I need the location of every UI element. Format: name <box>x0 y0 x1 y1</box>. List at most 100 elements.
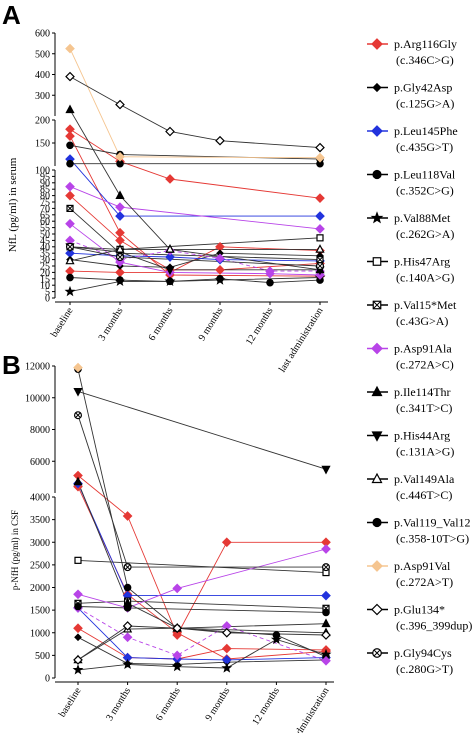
panel-a-data-point <box>115 211 125 221</box>
legend-sublabel: (c.125G>A) <box>396 97 454 111</box>
panel-b-y-tick-label: 500 <box>35 651 50 662</box>
panel-a-y-tick-label: 45 <box>40 236 50 247</box>
legend-marker <box>371 342 383 355</box>
panel-a-series-line <box>69 246 320 271</box>
panel-a-data-point <box>66 141 74 150</box>
legend-label: p.Glu134* <box>394 603 445 617</box>
panel-a-data-point <box>165 244 175 253</box>
panel-b-x-tick-label: baseline <box>57 685 84 719</box>
panel-b-y-tick-label: 1500 <box>30 606 50 617</box>
panel-b-series-line <box>77 481 327 629</box>
panel-b-data-point <box>321 544 331 554</box>
panel-a-y-tick-label: 30 <box>40 255 50 266</box>
panel-b-data-point <box>221 643 232 654</box>
panel-b-plot: 0 500 1000 1500 2000 2500 3000 3500 4000 6000 8000… <box>25 362 334 733</box>
panel-b-data-point <box>73 388 83 397</box>
panel-b-data-point <box>322 563 331 572</box>
panel-a-y-tick-label: 300 <box>35 91 50 102</box>
panel-a-data-point <box>65 190 75 201</box>
panel-a-data-point <box>315 211 325 221</box>
panel-b-data-point <box>72 664 84 675</box>
legend-label: p.Ile114Thr <box>394 385 451 399</box>
legend-marker <box>371 125 383 137</box>
panel-b-x-tick-label: 6 months <box>154 686 183 723</box>
panel-a-ylabel: NfL (pg/ml) in serum <box>7 157 19 252</box>
panel-b-data-point <box>172 583 183 594</box>
panel-a-data-point <box>65 242 74 251</box>
panel-a-y-tick-label: 95 <box>40 172 50 183</box>
panel-a-data-point <box>215 135 225 146</box>
panel-a-data-point <box>315 193 325 204</box>
panel-b-data-point <box>321 618 331 628</box>
panel-b-y-tick-label: 2500 <box>30 560 50 571</box>
panel-a-series-line <box>69 109 321 271</box>
panel-b-x-tick-label: 12 months <box>250 686 282 727</box>
panel-a-data-point <box>315 224 325 234</box>
panel-a-data-point <box>315 152 325 163</box>
panel-a-y-tick-label: 0 <box>45 294 50 305</box>
panel-b-y-tick-label: 3500 <box>30 515 50 526</box>
panel-b-x-tick-label: 9 months <box>203 686 232 723</box>
legend-sublabel: (c.280G>T) <box>396 662 453 676</box>
panel-a-series-line <box>69 128 321 199</box>
panel-a-series-line <box>69 248 320 262</box>
panel-a-series-line <box>69 76 321 149</box>
panel-b-ylabel: p-NfH (pg/ml) in CSF <box>10 510 20 590</box>
panel-a-y-tick-label: 50 <box>40 230 50 241</box>
panel-b-data-point <box>321 630 331 640</box>
legend-label: p.Val119_Val12 <box>394 516 471 530</box>
legend-marker <box>371 603 383 616</box>
panel-b-data-point <box>172 650 183 661</box>
panel-a-y-tick-label: 75 <box>40 198 50 209</box>
panel-a-data-point <box>115 253 124 262</box>
legend-sublabel: (c.358-10T>G) <box>396 532 469 546</box>
panel-b-series-line <box>77 415 326 568</box>
panel-a-y-tick-label: 150 <box>35 139 50 150</box>
legend-sublabel: (c.341T>C) <box>396 401 452 415</box>
panel-a-x-tick-label: 6 months <box>147 306 176 343</box>
panel-b-data-point <box>321 465 331 475</box>
panel-b-data-point <box>122 658 134 670</box>
panel-a-data-point <box>65 43 75 54</box>
panel-a-x-tick-label: baseline <box>49 305 76 339</box>
legend-label: p.Val88Met <box>394 211 451 225</box>
panel-a-data-point <box>316 262 325 271</box>
panel-b-data-point <box>73 362 83 373</box>
panel-a-data-point <box>164 275 176 286</box>
panel-a-y-tick-label: 35 <box>40 249 50 260</box>
panel-b-series-line <box>77 639 327 671</box>
legend-label: p.Gly42Asp <box>394 81 452 95</box>
legend-marker <box>371 385 383 397</box>
panel-b-data-point <box>123 583 132 592</box>
panel-a-letter: A <box>2 0 21 30</box>
panel-a-data-point <box>66 273 74 282</box>
legend-sublabel: (c.435G>T) <box>396 140 453 154</box>
panel-a-series-line <box>69 277 321 284</box>
panel-b-series-line <box>77 483 326 597</box>
panel-a-plot: 0510152025303540455055606570758085909510… <box>35 29 328 374</box>
panel-b-x-tick-label: last administration <box>283 686 332 733</box>
panel-b-series-line <box>77 548 327 609</box>
legend-sublabel: (c.396_399dup) <box>396 619 472 633</box>
panel-a-y-tick-label: 10 <box>40 281 50 292</box>
legend-label: p.Val15*Met <box>394 298 457 312</box>
panel-b-series-line <box>77 627 327 661</box>
panel-b-y-tick-label: 2000 <box>30 583 50 594</box>
panel-a-data-point <box>115 190 125 199</box>
legend-sublabel: (c.272A>T) <box>396 575 453 589</box>
legend-sublabel: (c.352C>G) <box>396 184 454 198</box>
legend-label: p.His44Arg <box>394 429 450 443</box>
panel-b-y-tick-label: 4000 <box>30 493 50 504</box>
panel-a-series-line <box>69 48 321 159</box>
panel-b-series-line <box>77 559 327 574</box>
legend-label: p.Gly94Cys <box>394 646 452 660</box>
panel-a-data-point <box>315 244 325 253</box>
panel-a-data-point <box>266 278 274 287</box>
panel-b-data-point <box>74 602 82 611</box>
panel-a-series-line <box>69 239 320 272</box>
panel-a-data-point <box>214 274 226 285</box>
panel-a-data-point <box>165 252 175 262</box>
panel-b-series-line <box>77 390 327 470</box>
panel-b-y-tick-label: 12000 <box>25 362 50 373</box>
